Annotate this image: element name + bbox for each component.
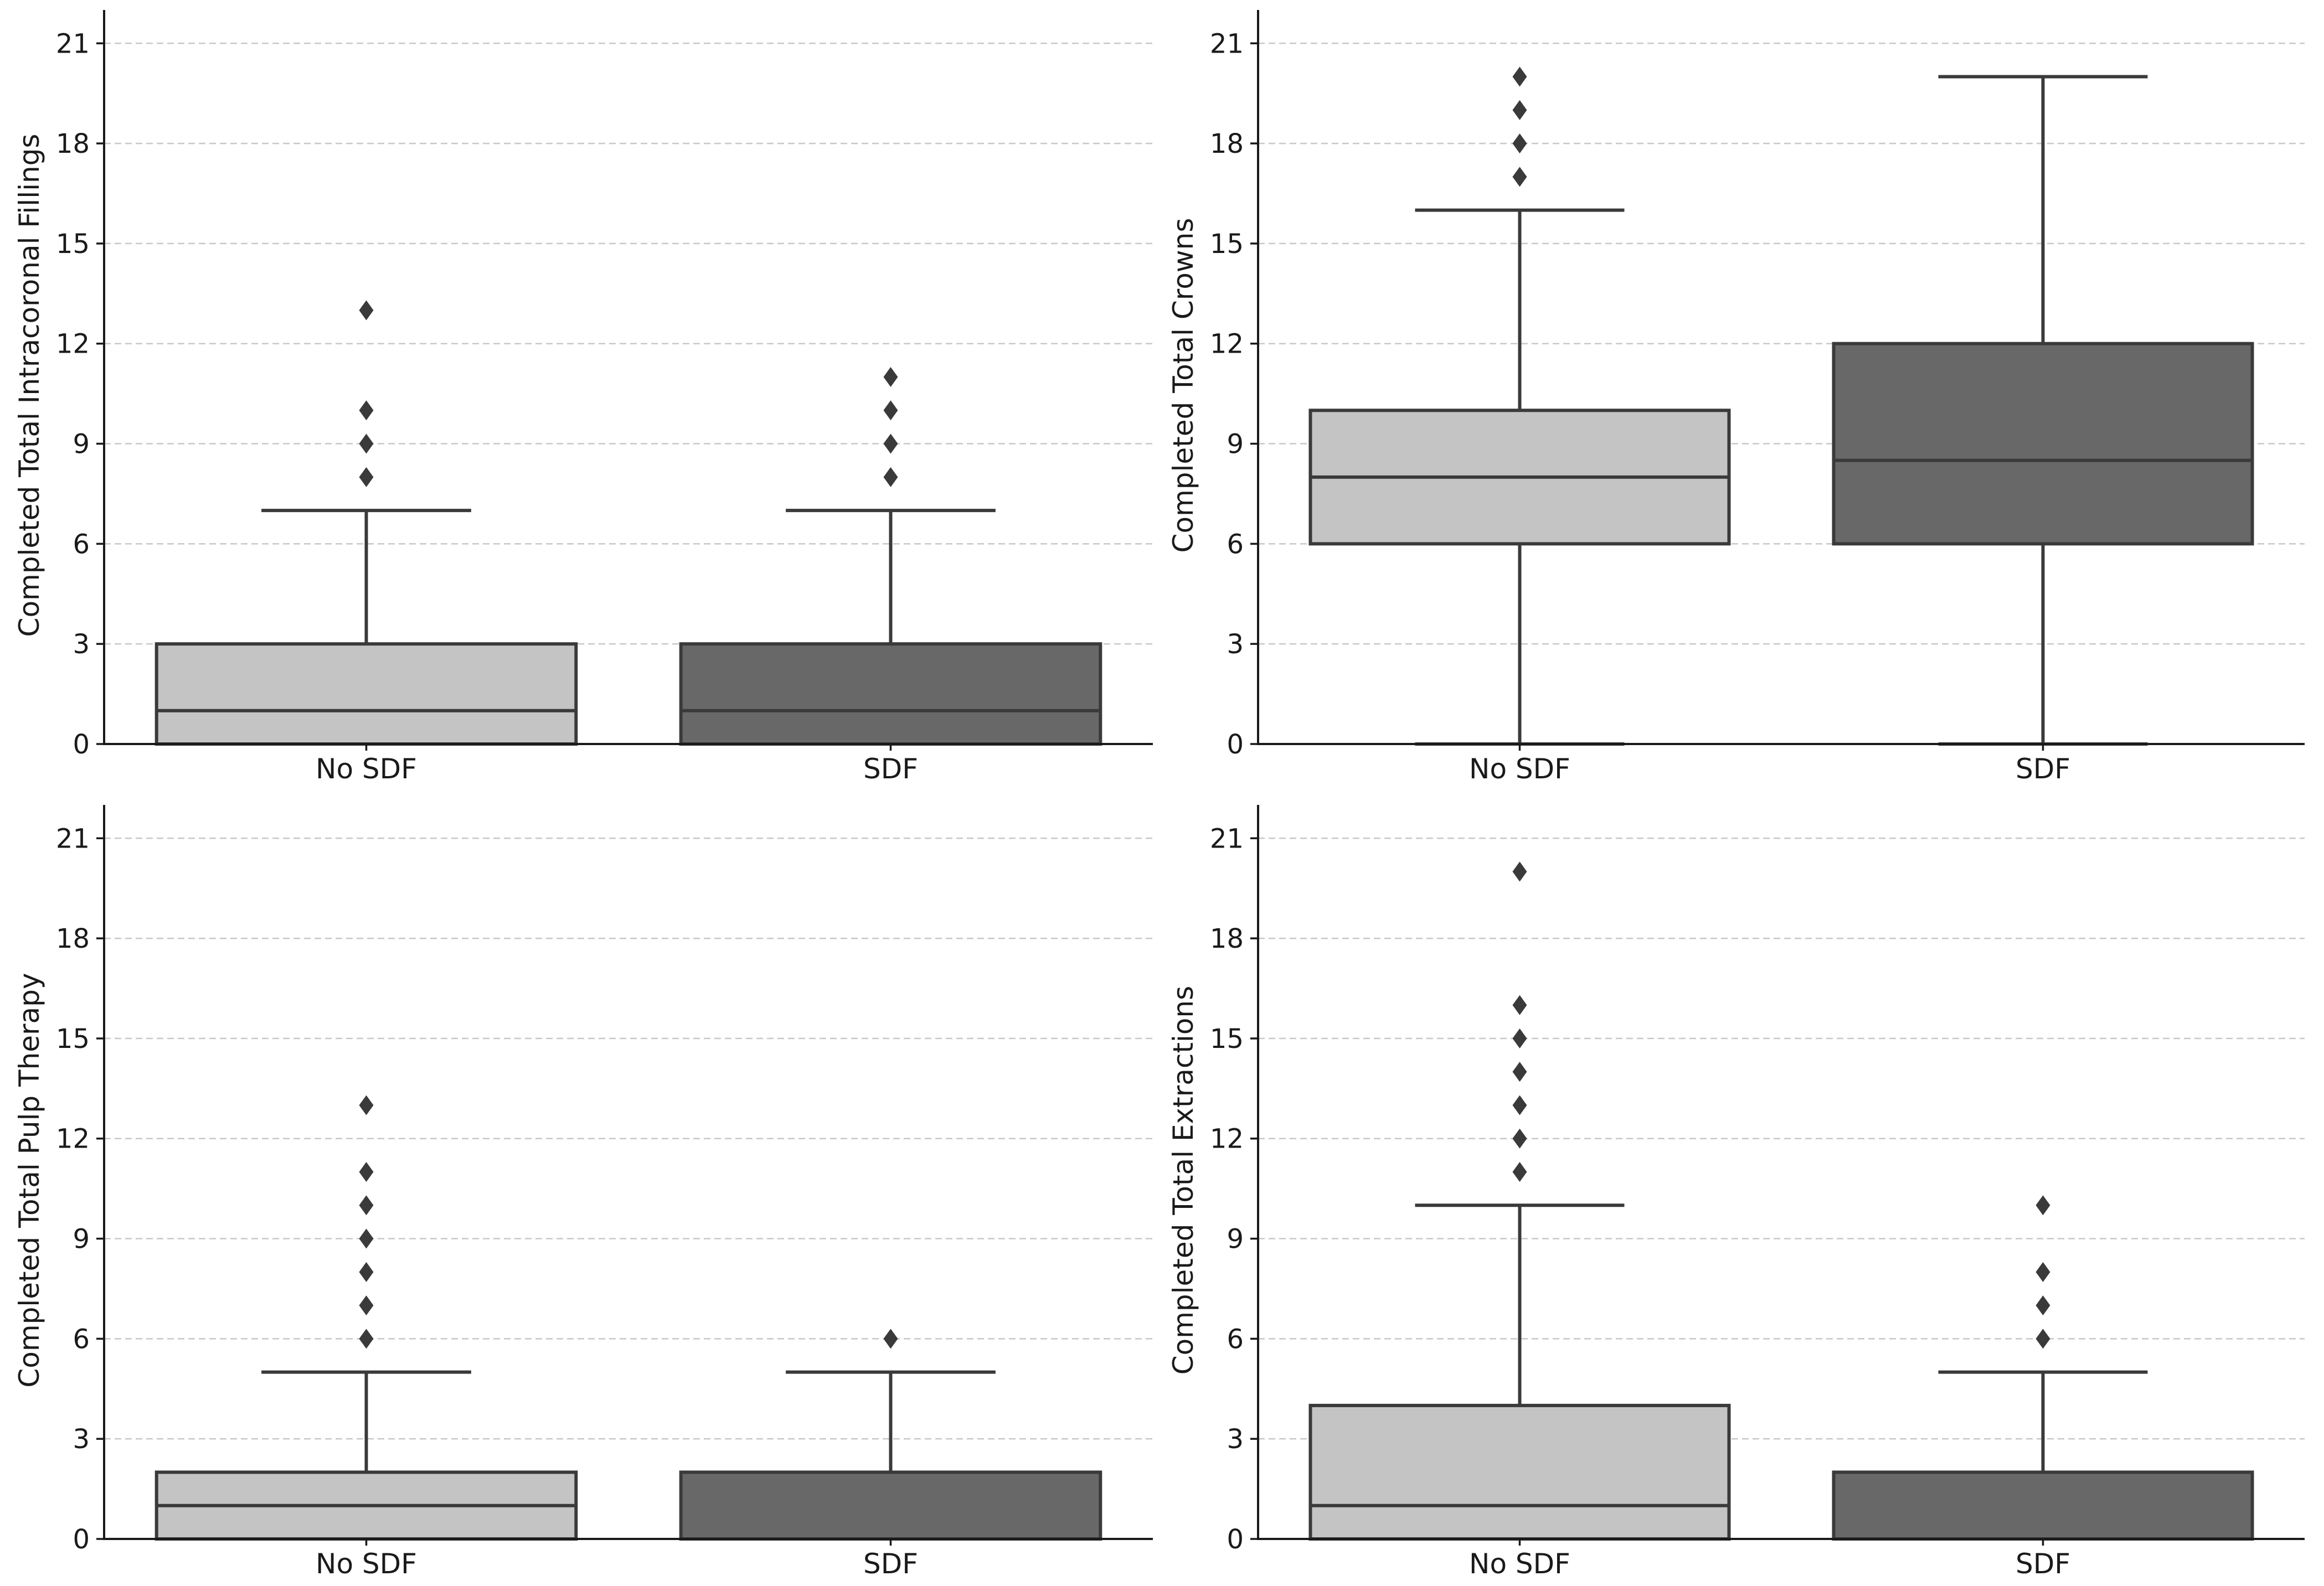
y-tick-label: 15 bbox=[56, 1024, 90, 1055]
outlier-point bbox=[359, 300, 374, 321]
x-tick-label: No SDF bbox=[316, 753, 417, 785]
outlier-point bbox=[359, 1228, 374, 1249]
outlier-point bbox=[1512, 1162, 1527, 1182]
y-tick-label: 21 bbox=[56, 28, 90, 59]
iqr-box bbox=[1832, 342, 2254, 546]
y-tick-label: 3 bbox=[73, 629, 90, 660]
outlier-point bbox=[359, 1162, 374, 1182]
y-tick-label: 18 bbox=[56, 128, 90, 159]
iqr-box bbox=[1308, 1403, 1731, 1541]
outlier-point bbox=[883, 1329, 898, 1349]
y-tick-label: 15 bbox=[1210, 229, 1244, 260]
chart-panel-2: No SDF SDF 0 3 6 9 12 15 18 21 Completed Total Cro… bbox=[1167, 10, 2305, 785]
y-tick-label: 18 bbox=[56, 923, 90, 954]
y-tick-label: 9 bbox=[1227, 1224, 1244, 1255]
y-tick-label: 6 bbox=[1227, 529, 1244, 560]
outlier-point bbox=[2036, 1329, 2050, 1349]
outlier-point bbox=[883, 400, 898, 421]
y-tick-label: 0 bbox=[1227, 729, 1244, 760]
box-no-sdf bbox=[154, 300, 578, 746]
y-tick-label: 3 bbox=[1227, 1424, 1244, 1455]
outlier-point bbox=[1512, 1128, 1527, 1149]
outlier-point bbox=[1512, 1062, 1527, 1082]
y-tick-label: 9 bbox=[73, 429, 90, 460]
box-no-sdf bbox=[1308, 66, 1731, 746]
outlier-point bbox=[359, 1262, 374, 1282]
box-sdf bbox=[679, 1329, 1102, 1541]
chart-panel-4: No SDF SDF 0 3 6 9 12 15 18 21 Completed Total Ext… bbox=[1167, 805, 2305, 1580]
y-tick-label: 6 bbox=[73, 529, 90, 560]
outlier-point bbox=[1512, 1095, 1527, 1115]
iqr-box bbox=[1832, 1470, 2254, 1541]
outlier-point bbox=[1512, 1028, 1527, 1048]
box-no-sdf bbox=[1308, 861, 1731, 1541]
y-axis-label: Completed Total Intracoronal Fillings bbox=[13, 134, 45, 637]
outlier-point bbox=[1512, 995, 1527, 1015]
y-tick-label: 9 bbox=[1227, 429, 1244, 460]
outlier-point bbox=[1512, 66, 1527, 87]
box-sdf bbox=[679, 367, 1102, 746]
y-tick-label: 15 bbox=[1210, 1024, 1244, 1055]
box-sdf bbox=[1832, 75, 2254, 746]
outlier-point bbox=[359, 433, 374, 454]
outlier-point bbox=[2036, 1195, 2050, 1216]
y-tick-label: 0 bbox=[1227, 1524, 1244, 1555]
outlier-point bbox=[1512, 167, 1527, 187]
outlier-point bbox=[883, 367, 898, 387]
chart-panel-3: No SDF SDF 0 3 6 9 12 15 18 21 Completed Total Pul… bbox=[13, 805, 1153, 1580]
outlier-point bbox=[359, 400, 374, 421]
outlier-point bbox=[359, 1295, 374, 1316]
y-tick-label: 21 bbox=[1210, 28, 1244, 59]
y-axis-label: Completed Total Crowns bbox=[1167, 218, 1199, 553]
y-tick-label: 18 bbox=[1210, 128, 1244, 159]
outlier-point bbox=[1512, 133, 1527, 154]
y-tick-label: 18 bbox=[1210, 923, 1244, 954]
y-tick-label: 6 bbox=[73, 1324, 90, 1355]
x-tick-label: SDF bbox=[863, 753, 918, 785]
outlier-point bbox=[1512, 861, 1527, 882]
iqr-box bbox=[679, 642, 1102, 746]
y-tick-label: 21 bbox=[56, 823, 90, 854]
y-tick-label: 12 bbox=[56, 1124, 90, 1155]
x-tick-label: No SDF bbox=[1469, 753, 1570, 785]
y-tick-label: 15 bbox=[56, 229, 90, 260]
x-tick-label: No SDF bbox=[316, 1548, 417, 1580]
outlier-point bbox=[883, 433, 898, 454]
y-axis-label: Completed Total Pulp Therapy bbox=[13, 973, 45, 1387]
x-tick-label: SDF bbox=[2016, 753, 2070, 785]
y-tick-label: 0 bbox=[73, 729, 90, 760]
y-axis-label: Completed Total Extractions bbox=[1167, 986, 1199, 1375]
y-tick-label: 0 bbox=[73, 1524, 90, 1555]
y-tick-label: 3 bbox=[73, 1424, 90, 1455]
outlier-point bbox=[883, 467, 898, 487]
outlier-point bbox=[2036, 1295, 2050, 1316]
outlier-point bbox=[1512, 100, 1527, 120]
box-sdf bbox=[1832, 1195, 2254, 1541]
box-no-sdf bbox=[154, 1095, 578, 1541]
outlier-point bbox=[359, 1195, 374, 1216]
iqr-box bbox=[154, 642, 578, 746]
outlier-point bbox=[359, 1329, 374, 1349]
y-tick-label: 6 bbox=[1227, 1324, 1244, 1355]
outlier-point bbox=[359, 1095, 374, 1115]
y-tick-label: 9 bbox=[73, 1224, 90, 1255]
y-tick-label: 12 bbox=[1210, 329, 1244, 360]
x-tick-label: SDF bbox=[2016, 1548, 2070, 1580]
iqr-box bbox=[679, 1470, 1102, 1541]
chart-panel-1: No SDF SDF 0 3 6 9 12 15 18 21 Completed Total Int… bbox=[13, 10, 1153, 785]
y-tick-label: 3 bbox=[1227, 629, 1244, 660]
x-tick-label: SDF bbox=[863, 1548, 918, 1580]
outlier-point bbox=[2036, 1262, 2050, 1282]
outlier-point bbox=[359, 467, 374, 487]
y-tick-label: 12 bbox=[1210, 1124, 1244, 1155]
y-tick-label: 21 bbox=[1210, 823, 1244, 854]
x-tick-label: No SDF bbox=[1469, 1548, 1570, 1580]
y-tick-label: 12 bbox=[56, 329, 90, 360]
